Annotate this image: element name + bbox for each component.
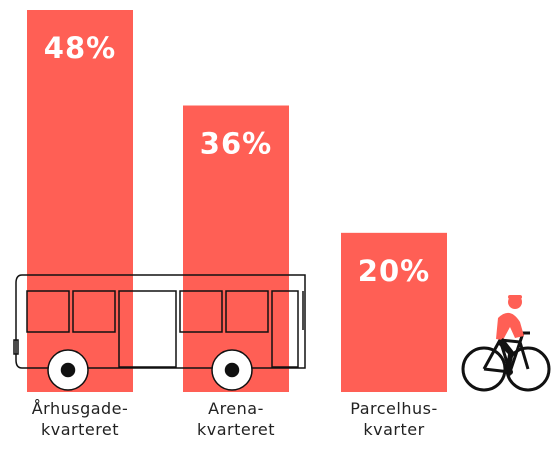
category-label: Arena- kvarteret [196,399,276,439]
value-label: 20% [358,254,430,288]
bar [341,232,447,392]
bar [27,10,133,392]
category-label: Århusgade- kvarteret [31,399,129,439]
cyclist-icon [461,295,551,392]
category-label: Parcelhus- kvarter [350,399,438,439]
value-label: 48% [44,31,116,65]
bus-illustration [13,274,306,391]
value-label: 36% [200,127,272,161]
bars: 48% 36% 20% [27,10,447,392]
